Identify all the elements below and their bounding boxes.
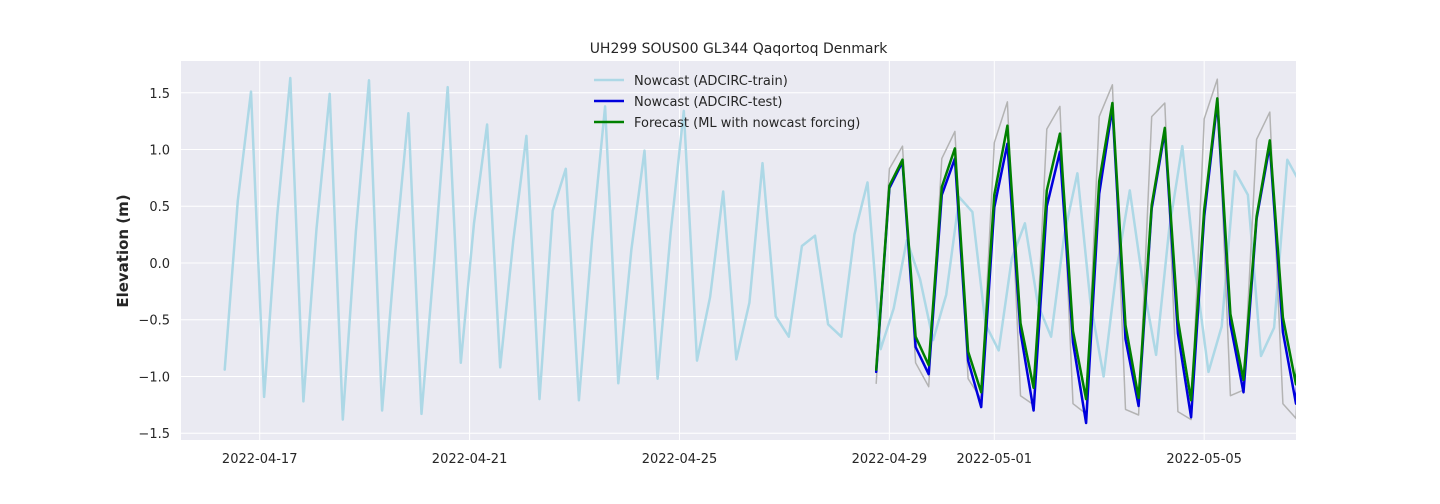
y-tick-label: 0.5 bbox=[149, 200, 170, 215]
legend-label: Nowcast (ADCIRC-train) bbox=[634, 74, 788, 89]
x-tick-label: 2022-04-21 bbox=[432, 452, 508, 467]
grid-y bbox=[181, 92, 1296, 434]
series-line-nowcast-adcirc-test bbox=[874, 100, 1296, 425]
legend: Nowcast (ADCIRC-train) Nowcast (ADCIRC-te… bbox=[594, 74, 860, 131]
y-tick-label: 1.0 bbox=[149, 144, 170, 159]
y-tick-label: −1.5 bbox=[138, 427, 170, 442]
x-tick-labels: 2022-04-17 2022-04-21 2022-04-25 2022-04-29… bbox=[222, 452, 1242, 467]
legend-label: Nowcast (ADCIRC-test) bbox=[634, 95, 783, 110]
legend-label: Forecast (ML with nowcast forcing) bbox=[634, 116, 860, 131]
y-tick-label: 0.0 bbox=[149, 257, 170, 272]
y-tick-labels: −1.5 −1.0 −0.5 0.0 0.5 1.0 1.5 bbox=[138, 87, 170, 442]
y-axis-label: Elevation (m) bbox=[114, 194, 132, 307]
x-tick-label: 2022-04-25 bbox=[642, 452, 718, 467]
series-layer bbox=[223, 76, 1296, 425]
y-tick-label: −0.5 bbox=[138, 314, 170, 329]
series-line-nowcast-adcirc-train bbox=[223, 76, 1296, 421]
y-tick-label: 1.5 bbox=[149, 87, 170, 102]
series-line-forecast-ml-with-nowcast-forcing bbox=[874, 97, 1296, 402]
x-tick-label: 2022-04-17 bbox=[222, 452, 298, 467]
chart-title: UH299 SOUS00 GL344 Qaqortoq Denmark bbox=[590, 41, 889, 57]
x-tick-label: 2022-05-01 bbox=[957, 452, 1033, 467]
x-tick-label: 2022-04-29 bbox=[852, 452, 928, 467]
y-tick-label: −1.0 bbox=[138, 370, 170, 385]
x-tick-label: 2022-05-05 bbox=[1166, 452, 1242, 467]
